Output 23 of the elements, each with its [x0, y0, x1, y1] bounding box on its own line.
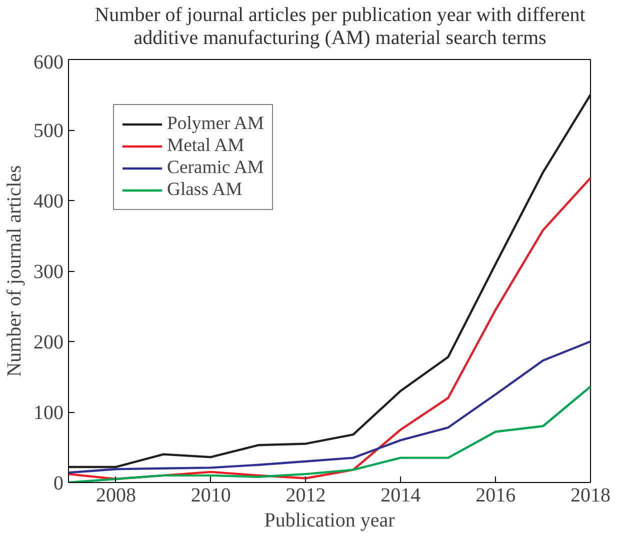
y-tick-label: 400	[34, 190, 64, 212]
y-tick-label: 0	[54, 472, 64, 494]
y-axis-title: Number of journal articles	[4, 164, 26, 377]
y-tick-label: 100	[34, 402, 64, 424]
x-tick-label: 2012	[286, 484, 326, 506]
x-tick-label: 2016	[476, 484, 516, 506]
y-tick-label: 500	[34, 120, 64, 142]
legend-label: Polymer AM	[167, 113, 264, 135]
y-tick-label: 600	[34, 52, 64, 74]
y-tick-label: 200	[34, 332, 64, 354]
line-series	[68, 340, 590, 474]
legend-label: Metal AM	[167, 135, 244, 157]
line-series	[68, 94, 590, 468]
y-tick-label: 300	[34, 261, 64, 283]
x-tick-label: 2014	[380, 484, 421, 506]
x-tick-label: 2018	[570, 484, 610, 506]
legend-label: Ceramic AM	[167, 157, 264, 179]
x-tick-label: 2008	[96, 484, 136, 506]
line-series	[68, 176, 590, 480]
legend-label: Glass AM	[167, 179, 242, 201]
chart-title: Number of journal articles per publication year with different additive manufacturing (AM) material search terms	[94, 4, 586, 50]
x-tick-label: 2010	[190, 484, 231, 506]
x-axis-title: Publication year	[264, 510, 396, 532]
